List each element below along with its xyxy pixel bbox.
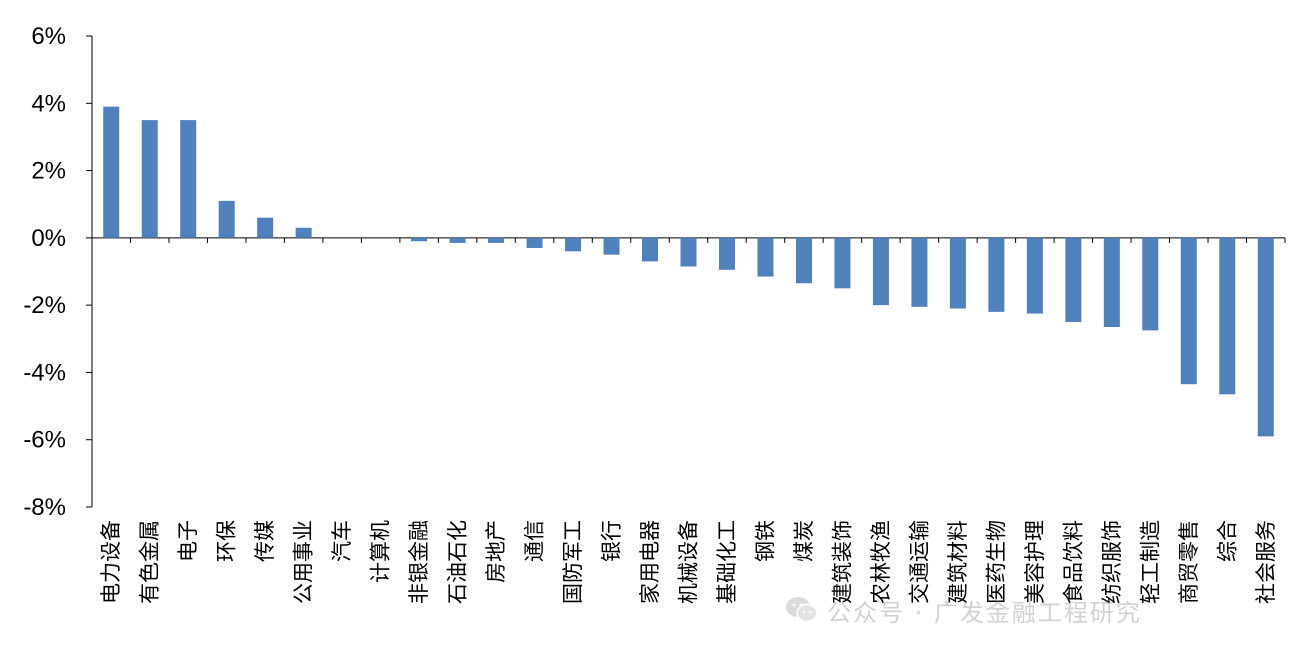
category-label: 公用事业 — [292, 520, 316, 604]
bar — [757, 237, 774, 277]
category-label: 家用电器 — [638, 520, 662, 604]
bar — [603, 237, 620, 255]
category-label: 环保 — [215, 520, 239, 562]
category-label: 传媒 — [253, 520, 277, 562]
bar — [141, 120, 158, 238]
bar — [1026, 237, 1043, 314]
category-label: 机械设备 — [677, 520, 701, 604]
bar — [565, 237, 582, 252]
bar — [834, 237, 851, 289]
category-label: 食品饮料 — [1061, 520, 1085, 604]
category-label: 汽车 — [330, 520, 354, 562]
category-label: 房地产 — [484, 520, 508, 583]
bar — [180, 120, 197, 238]
category-label: 电子 — [176, 520, 200, 562]
category-label: 国防军工 — [561, 520, 585, 604]
bar — [1257, 237, 1274, 437]
category-label: 石油石化 — [446, 520, 470, 604]
bar — [680, 237, 697, 267]
category-label: 社会服务 — [1254, 520, 1278, 604]
bar — [257, 217, 274, 238]
bar — [526, 237, 543, 248]
category-label: 商贸零售 — [1177, 520, 1201, 604]
y-tick-label: -6% — [23, 427, 66, 454]
watermark: 公众号 · 广发金融工程研究 — [785, 590, 1142, 630]
category-label: 建筑材料 — [946, 520, 970, 604]
category-label: 煤炭 — [792, 520, 816, 562]
y-tick-label: 4% — [31, 90, 66, 117]
category-label: 银行 — [600, 520, 624, 562]
bar — [949, 237, 966, 309]
bar — [1219, 237, 1236, 395]
y-tick-labels: 6% 4% 2% 0% -2% -4% -6% -8% — [23, 23, 66, 521]
bar — [1065, 237, 1082, 322]
bar — [642, 237, 659, 262]
bar — [718, 237, 735, 270]
category-label: 农林牧渔 — [869, 520, 893, 604]
bar — [911, 237, 928, 307]
y-tick-label: -4% — [23, 359, 66, 386]
watermark-text: 公众号 · 广发金融工程研究 — [827, 598, 1142, 627]
bar — [218, 200, 235, 238]
category-label: 轻工制造 — [1138, 520, 1162, 604]
bar — [449, 237, 466, 243]
y-tick-label: 0% — [31, 225, 66, 252]
y-tick-label: -2% — [23, 292, 66, 319]
category-label: 建筑装饰 — [830, 520, 854, 604]
category-label: 交通运输 — [907, 520, 931, 604]
category-label: 有色金属 — [138, 520, 162, 604]
bar — [1180, 237, 1197, 385]
category-label: 钢铁 — [753, 520, 777, 562]
category-labels: 电力设备 有色金属 电子 环保 传媒 公用事业 汽车 计算机 非银金融 石油石化 房地产 通信 国防军工… — [99, 520, 1278, 604]
bar — [872, 237, 889, 306]
bar — [295, 227, 312, 238]
category-label: 计算机 — [369, 520, 393, 583]
bar — [988, 237, 1005, 312]
bar — [488, 237, 505, 243]
bars — [103, 106, 1274, 437]
bar — [411, 237, 428, 242]
category-label: 电力设备 — [99, 520, 123, 604]
bar — [795, 237, 812, 284]
category-label: 通信 — [523, 520, 547, 562]
y-tick-label: 2% — [31, 158, 66, 185]
y-tick-label: 6% — [31, 23, 66, 50]
category-label: 综合 — [1215, 520, 1239, 562]
category-label: 纺织服饰 — [1100, 520, 1124, 604]
category-label: 医药生物 — [984, 520, 1008, 604]
category-label: 非银金融 — [407, 520, 431, 604]
wechat-icon — [786, 597, 818, 623]
bar — [1103, 237, 1120, 328]
y-tick-label: -8% — [23, 494, 66, 521]
bar — [1142, 237, 1159, 331]
bar — [103, 106, 120, 238]
category-label: 基础化工 — [715, 520, 739, 604]
category-label: 美容护理 — [1023, 520, 1047, 604]
